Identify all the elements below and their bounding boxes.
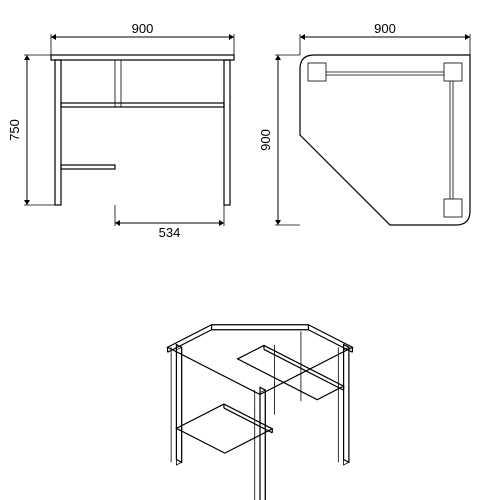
svg-text:900: 900 [132,21,154,36]
front-view [51,55,234,205]
svg-text:750: 750 [7,119,22,141]
svg-text:534: 534 [159,225,181,240]
svg-text:900: 900 [374,21,396,36]
svg-text:900: 900 [258,129,273,151]
iso-view [168,325,353,500]
top-view [300,55,470,225]
